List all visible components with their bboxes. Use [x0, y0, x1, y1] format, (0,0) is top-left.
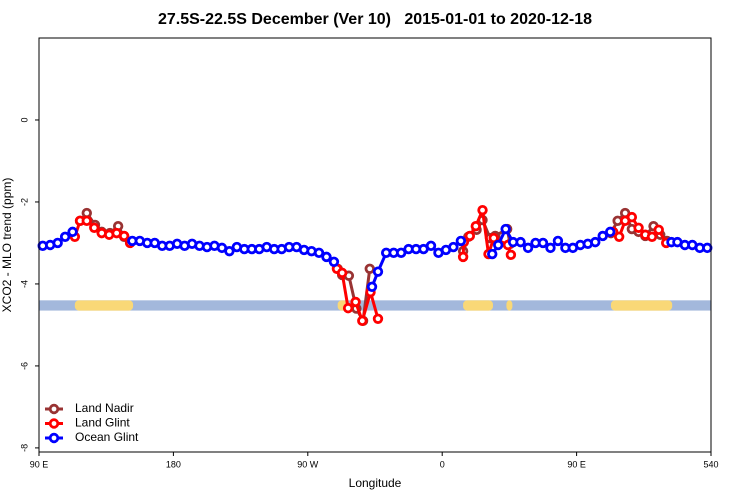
series-point: [59, 231, 71, 243]
x-tick-label: 180: [166, 459, 181, 469]
x-tick-label: 90 E: [567, 459, 586, 469]
legend-label: Land Nadir: [75, 401, 134, 415]
series-point: [52, 237, 63, 249]
series-point: [448, 241, 459, 253]
legend-marker: [48, 418, 60, 429]
x-tick-label: 90 W: [297, 459, 319, 469]
series-point: [626, 211, 638, 223]
y-tick-label: -2: [19, 198, 29, 206]
legend-label: Ocean Glint: [75, 430, 139, 444]
series-point: [515, 236, 526, 248]
series-point: [372, 313, 384, 324]
series-point: [653, 224, 664, 236]
series-point: [464, 230, 476, 242]
series-point: [364, 263, 375, 274]
series-point: [321, 251, 332, 263]
series-point: [597, 230, 608, 242]
series-point: [613, 231, 625, 243]
series-point: [336, 267, 348, 279]
series-point: [487, 248, 498, 260]
series-point: [488, 232, 499, 244]
chart-title: 27.5S-22.5S December (Ver 10) 2015-01-01…: [158, 11, 592, 28]
y-tick-label: -6: [19, 362, 29, 370]
x-tick-label: 90 E: [30, 459, 49, 469]
series-point: [313, 247, 325, 258]
land-band: [74, 300, 134, 311]
series-point: [522, 242, 534, 254]
land-band: [463, 300, 493, 311]
series-point: [372, 266, 384, 277]
legend-label: Land Glint: [75, 416, 130, 430]
plot-frame: [38, 37, 712, 453]
series-point: [224, 245, 235, 257]
plot-area: [37, 204, 713, 327]
series-point: [81, 215, 92, 227]
series-point: [67, 226, 78, 238]
legend-marker: [48, 403, 60, 415]
series-point: [552, 235, 564, 247]
series-point: [470, 220, 481, 232]
y-tick-label: -8: [19, 444, 29, 452]
legend-item: Land Glint: [45, 416, 130, 430]
series-point: [633, 222, 644, 233]
series-point: [328, 256, 340, 268]
series-point: [342, 302, 354, 314]
series-point: [457, 251, 469, 263]
land-band: [506, 300, 513, 311]
series-point: [500, 223, 511, 235]
x-tick-label: 540: [703, 459, 718, 469]
series-point: [545, 242, 556, 254]
series-point: [477, 204, 488, 216]
series-point: [493, 239, 504, 251]
series-point: [505, 249, 517, 261]
series-point: [590, 236, 601, 248]
series-point: [357, 315, 368, 327]
legend-marker: [48, 432, 60, 444]
series-point: [702, 242, 713, 254]
legend-item: Ocean Glint: [45, 430, 139, 444]
land-band: [610, 300, 673, 311]
y-axis-label: XCO2 - MLO trend (ppm): [0, 178, 14, 313]
series-point: [425, 240, 437, 252]
series-point: [395, 247, 407, 258]
series-point: [455, 235, 467, 247]
series-point: [605, 226, 616, 238]
x-tick-label: 0: [440, 459, 445, 469]
series-point: [646, 231, 658, 243]
y-tick-label: -4: [19, 280, 29, 288]
y-tick-label: 0: [19, 117, 29, 122]
series-point: [537, 237, 549, 249]
series-point: [118, 230, 130, 242]
x-axis-label: Longitude: [349, 476, 402, 490]
series-point: [366, 281, 378, 293]
legend-item: Land Nadir: [45, 401, 134, 415]
series-point: [89, 222, 100, 233]
series-point: [350, 296, 361, 308]
